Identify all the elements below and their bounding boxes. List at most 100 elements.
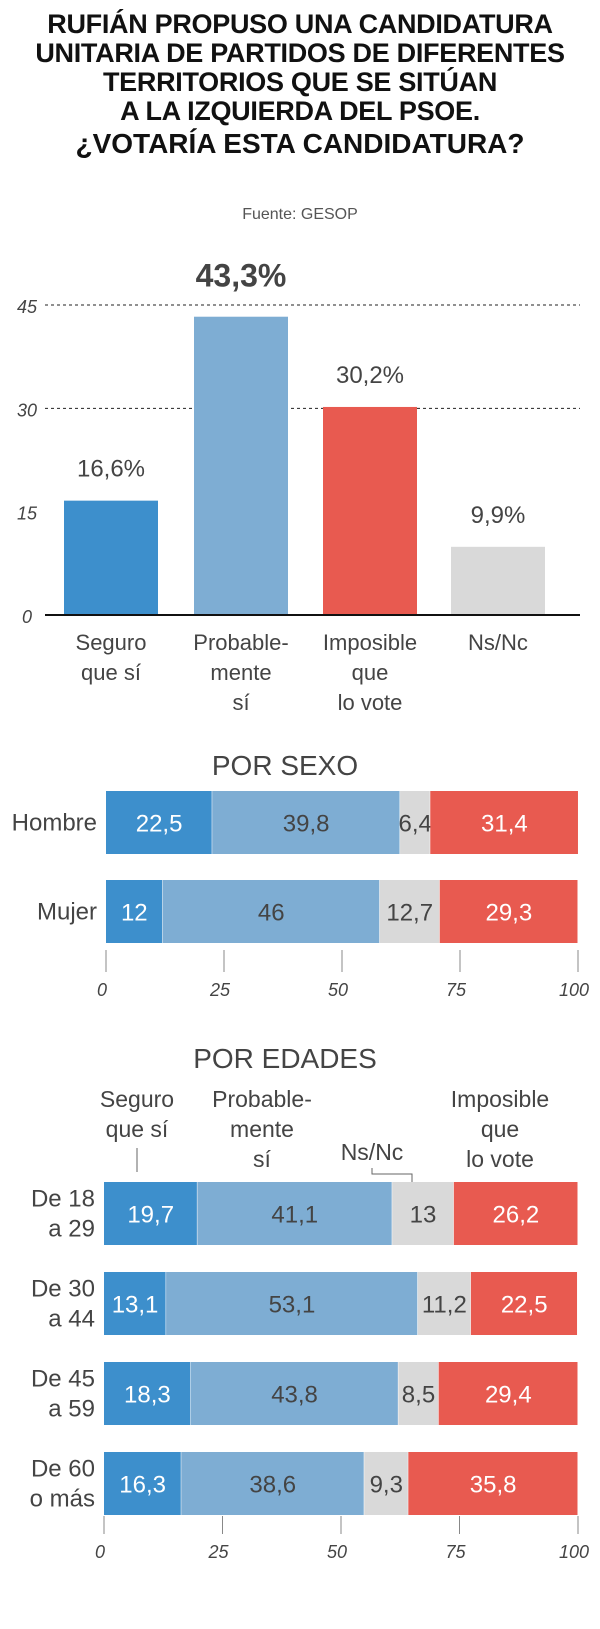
category-label: Seguro bbox=[76, 630, 147, 655]
x-tick-label: 75 bbox=[445, 1542, 466, 1562]
section-title: POR SEXO bbox=[212, 750, 358, 781]
category-label: Probable- bbox=[193, 630, 288, 655]
source-note: Fuente: GESOP bbox=[242, 206, 358, 223]
bar-segment bbox=[190, 1362, 399, 1425]
x-tick-label: 100 bbox=[559, 980, 589, 1000]
bar bbox=[451, 546, 545, 615]
row-label: De 30 bbox=[31, 1276, 95, 1303]
value-label: 43,3% bbox=[196, 258, 287, 294]
bar bbox=[64, 500, 158, 615]
segment-value: 12 bbox=[121, 900, 148, 927]
category-label: que bbox=[352, 660, 389, 685]
row-label: De 45 bbox=[31, 1366, 95, 1393]
bar-segment bbox=[417, 1272, 471, 1335]
segment-value: 53,1 bbox=[269, 1292, 316, 1319]
bar bbox=[323, 406, 417, 615]
y-tick-label: 15 bbox=[17, 504, 38, 524]
segment-value: 46 bbox=[258, 900, 285, 927]
section-title: POR EDADES bbox=[193, 1043, 377, 1074]
segment-value: 29,3 bbox=[485, 900, 532, 927]
segment-value: 31,4 bbox=[481, 811, 528, 838]
x-tick-label: 0 bbox=[95, 1542, 105, 1562]
segment-value: 38,6 bbox=[249, 1472, 296, 1499]
segment-value: 12,7 bbox=[386, 900, 433, 927]
row-label: a 29 bbox=[48, 1216, 95, 1243]
bar-segment bbox=[470, 1272, 578, 1335]
bar-segment bbox=[166, 1272, 418, 1335]
y-tick-label: 45 bbox=[17, 297, 38, 317]
value-label: 16,6% bbox=[77, 456, 145, 483]
y-tick-label: 0 bbox=[22, 607, 32, 627]
row-label: Mujer bbox=[37, 899, 97, 926]
segment-value: 41,1 bbox=[271, 1202, 318, 1229]
x-tick-label: 100 bbox=[559, 1542, 589, 1562]
row-label: Hombre bbox=[12, 810, 97, 837]
bar-segment bbox=[181, 1452, 365, 1515]
segment-value: 6,4 bbox=[398, 811, 431, 838]
category-label: Ns/Nc bbox=[468, 630, 528, 655]
bar-segment bbox=[439, 880, 578, 943]
segment-value: 18,3 bbox=[124, 1382, 171, 1409]
y-tick-label: 30 bbox=[17, 400, 37, 420]
bar-segment bbox=[104, 1182, 198, 1245]
bar-segment bbox=[392, 1182, 454, 1245]
x-tick-label: 50 bbox=[328, 980, 348, 1000]
bar-segment bbox=[212, 791, 401, 854]
legend-label: Probable- bbox=[212, 1086, 312, 1112]
legend-label: Seguro bbox=[100, 1086, 174, 1112]
sex-stacked-chart: POR SEXO 22,5 39,8 6,4 31,4 Hombre 12 46 12,7 29,… bbox=[12, 750, 589, 1000]
segment-value: 43,8 bbox=[271, 1382, 318, 1409]
bar-segment bbox=[162, 880, 380, 943]
row-label: o más bbox=[30, 1486, 95, 1513]
bar-segment bbox=[104, 1362, 191, 1425]
title-line: TERRITORIOS QUE SE SITÚAN bbox=[102, 67, 498, 97]
segment-value: 22,5 bbox=[136, 811, 183, 838]
bar-segment bbox=[400, 791, 431, 854]
value-label: 30,2% bbox=[336, 362, 404, 389]
title-line: UNITARIA DE PARTIDOS DE DIFERENTES bbox=[35, 38, 565, 68]
title-line: RUFIÁN PROPUSO UNA CANDIDATURA bbox=[47, 9, 553, 39]
segment-value: 9,3 bbox=[370, 1472, 403, 1499]
bar-segment bbox=[106, 791, 213, 854]
bar-segment bbox=[408, 1452, 578, 1515]
title-line: A LA IZQUIERDA DEL PSOE. bbox=[120, 96, 480, 126]
bar bbox=[194, 316, 288, 615]
bar-segment bbox=[104, 1452, 182, 1515]
bar-segment bbox=[364, 1452, 409, 1515]
legend-label: sí bbox=[253, 1146, 272, 1172]
legend-label: que sí bbox=[106, 1116, 169, 1142]
title-question: ¿VOTARÍA ESTA CANDIDATURA? bbox=[75, 128, 525, 159]
chart-title: RUFIÁN PROPUSO UNA CANDIDATURA UNITARIA … bbox=[0, 10, 600, 160]
category-label: Imposible bbox=[323, 630, 417, 655]
bar-segment bbox=[438, 1362, 578, 1425]
legend-label: que bbox=[481, 1116, 519, 1142]
row-label: De 60 bbox=[31, 1456, 95, 1483]
main-bar-chart: 0 15 30 45 16,6% Seguro que sí 43,3% Probable-me… bbox=[17, 258, 580, 715]
segment-value: 13 bbox=[410, 1202, 437, 1229]
legend-label: mente bbox=[230, 1116, 294, 1142]
bar-segment bbox=[379, 880, 440, 943]
segment-value: 26,2 bbox=[493, 1202, 540, 1229]
legend-label: Imposible bbox=[451, 1086, 549, 1112]
segment-value: 22,5 bbox=[501, 1292, 548, 1319]
value-label: 9,9% bbox=[471, 502, 526, 529]
legend-label: Ns/Nc bbox=[341, 1139, 404, 1165]
segment-value: 13,1 bbox=[112, 1292, 159, 1319]
bar-segment bbox=[430, 791, 579, 854]
bar-segment bbox=[197, 1182, 393, 1245]
segment-value: 16,3 bbox=[119, 1472, 166, 1499]
category-label: que sí bbox=[81, 660, 141, 685]
bar-segment bbox=[453, 1182, 578, 1245]
segment-value: 11,2 bbox=[422, 1292, 467, 1319]
x-tick-label: 0 bbox=[97, 980, 107, 1000]
segment-value: 39,8 bbox=[283, 811, 330, 838]
legend-bracket bbox=[371, 1168, 413, 1182]
row-label: De 18 bbox=[31, 1186, 95, 1213]
category-label: lo vote bbox=[338, 690, 403, 715]
x-tick-label: 25 bbox=[209, 980, 231, 1000]
segment-value: 8,5 bbox=[402, 1382, 435, 1409]
x-tick-label: 25 bbox=[207, 1542, 229, 1562]
bar-segment bbox=[106, 880, 163, 943]
x-tick-label: 50 bbox=[327, 1542, 347, 1562]
age-stacked-chart: POR EDADES 19,7 41,1 13 26,2 De 18 a 29 13,1 53,… bbox=[30, 1043, 589, 1562]
